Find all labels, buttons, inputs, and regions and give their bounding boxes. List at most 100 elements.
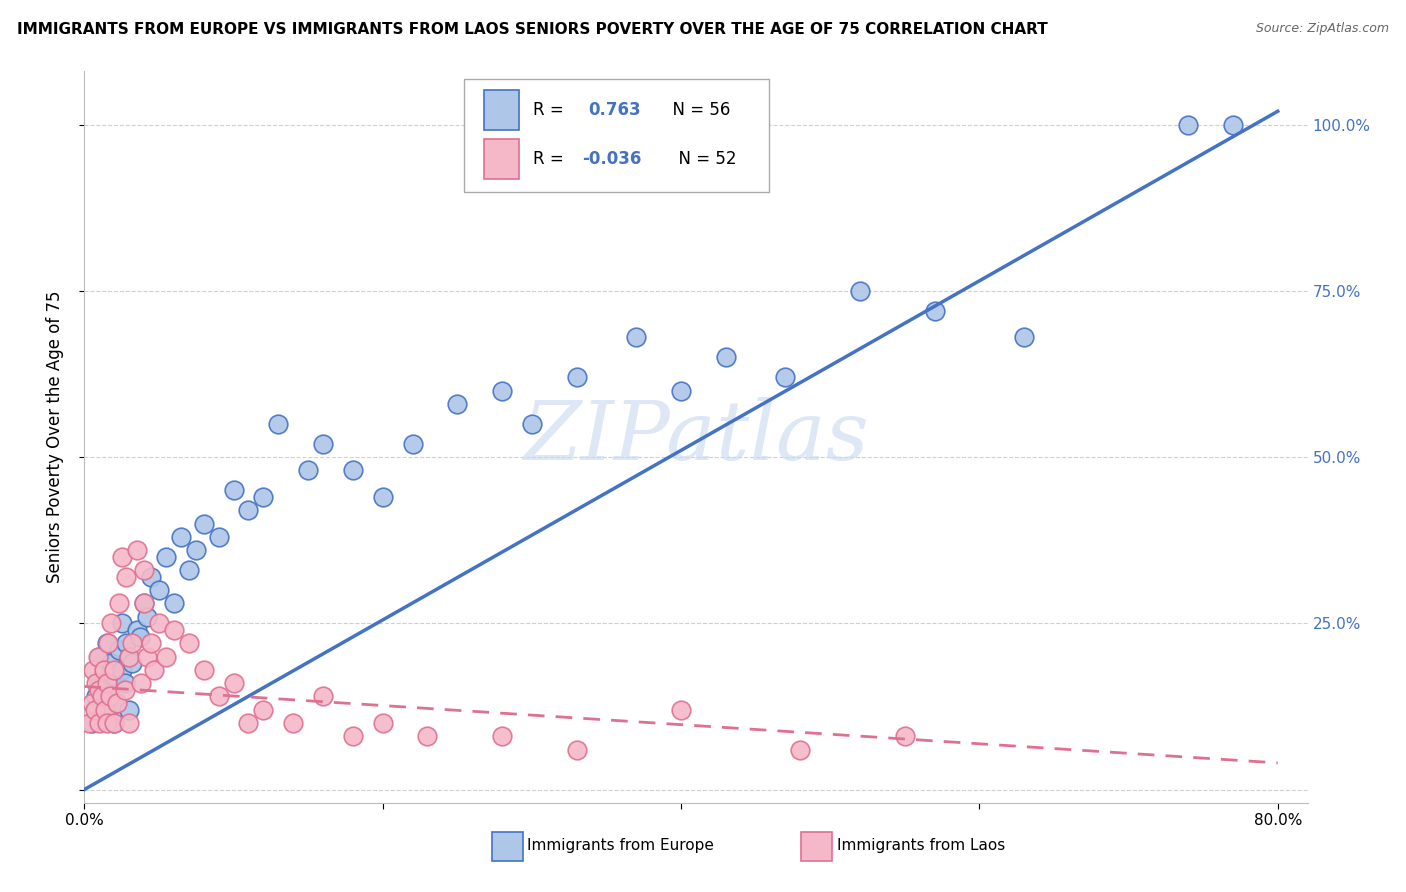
Point xyxy=(107,643,129,657)
Point xyxy=(155,549,177,564)
Point xyxy=(252,490,274,504)
Point xyxy=(82,663,104,677)
Point xyxy=(155,649,177,664)
Point xyxy=(238,503,260,517)
Point xyxy=(143,663,166,677)
Text: R =: R = xyxy=(533,101,575,120)
Point xyxy=(238,716,260,731)
Point xyxy=(170,530,193,544)
Point xyxy=(114,682,136,697)
Point xyxy=(371,490,394,504)
Point xyxy=(207,530,229,544)
Text: Source: ZipAtlas.com: Source: ZipAtlas.com xyxy=(1256,22,1389,36)
Point xyxy=(111,616,134,631)
Point xyxy=(97,636,120,650)
Point xyxy=(125,623,148,637)
Point xyxy=(520,417,543,431)
Point xyxy=(141,570,163,584)
Point xyxy=(84,676,107,690)
Point xyxy=(222,676,245,690)
Point xyxy=(103,716,125,731)
Point xyxy=(283,716,305,731)
Point xyxy=(446,397,468,411)
Point xyxy=(1177,118,1199,132)
Point xyxy=(714,351,737,365)
Text: N = 52: N = 52 xyxy=(668,150,737,168)
Point xyxy=(136,649,159,664)
Point xyxy=(77,716,100,731)
Point xyxy=(121,656,143,670)
Text: R =: R = xyxy=(533,150,569,168)
Point xyxy=(94,703,117,717)
Point xyxy=(111,549,134,564)
Point xyxy=(267,417,290,431)
Point xyxy=(89,682,111,697)
Point xyxy=(193,516,215,531)
Point xyxy=(132,596,155,610)
Point xyxy=(177,636,200,650)
Point xyxy=(83,703,105,717)
Point xyxy=(115,636,138,650)
Point xyxy=(141,636,163,650)
Point xyxy=(118,649,141,664)
Point xyxy=(924,303,946,318)
Point xyxy=(91,703,114,717)
Point xyxy=(103,663,125,677)
Point xyxy=(118,716,141,731)
Point xyxy=(669,384,692,398)
Point xyxy=(125,543,148,558)
Point xyxy=(416,729,439,743)
Point xyxy=(132,563,155,577)
Point xyxy=(111,663,134,677)
Point xyxy=(789,742,811,756)
Point xyxy=(129,676,152,690)
Text: -0.036: -0.036 xyxy=(582,150,641,168)
Point xyxy=(118,703,141,717)
Point xyxy=(186,543,208,558)
Point xyxy=(89,676,111,690)
Point xyxy=(849,284,872,298)
Point xyxy=(93,663,115,677)
Point xyxy=(100,656,122,670)
Point xyxy=(118,649,141,664)
Point xyxy=(148,582,170,597)
Point xyxy=(84,690,107,704)
Text: N = 56: N = 56 xyxy=(662,101,730,120)
Point xyxy=(80,696,103,710)
Point xyxy=(312,690,335,704)
Point xyxy=(105,696,128,710)
Text: Immigrants from Laos: Immigrants from Laos xyxy=(837,838,1005,853)
Point xyxy=(177,563,200,577)
Point xyxy=(252,703,274,717)
Point xyxy=(105,696,128,710)
Point xyxy=(163,596,186,610)
Point xyxy=(93,663,115,677)
Point xyxy=(96,676,118,690)
Y-axis label: Seniors Poverty Over the Age of 75: Seniors Poverty Over the Age of 75 xyxy=(45,291,63,583)
Point xyxy=(669,703,692,717)
Point xyxy=(89,649,111,664)
Bar xyxy=(484,139,519,179)
Point xyxy=(107,596,129,610)
Point xyxy=(342,463,364,477)
Point xyxy=(132,596,155,610)
Point xyxy=(894,729,917,743)
Point xyxy=(89,716,111,731)
Point xyxy=(163,623,186,637)
Point xyxy=(401,436,423,450)
Text: Immigrants from Europe: Immigrants from Europe xyxy=(527,838,714,853)
Point xyxy=(297,463,319,477)
Bar xyxy=(484,90,519,130)
Point xyxy=(115,570,138,584)
Point xyxy=(491,729,513,743)
Point xyxy=(626,330,648,344)
Point xyxy=(98,690,121,704)
Point xyxy=(121,636,143,650)
Point xyxy=(342,729,364,743)
Point xyxy=(491,384,513,398)
Point xyxy=(775,370,797,384)
Point xyxy=(100,616,122,631)
Text: IMMIGRANTS FROM EUROPE VS IMMIGRANTS FROM LAOS SENIORS POVERTY OVER THE AGE OF 7: IMMIGRANTS FROM EUROPE VS IMMIGRANTS FRO… xyxy=(17,22,1047,37)
Point xyxy=(98,690,121,704)
Point xyxy=(87,649,110,664)
